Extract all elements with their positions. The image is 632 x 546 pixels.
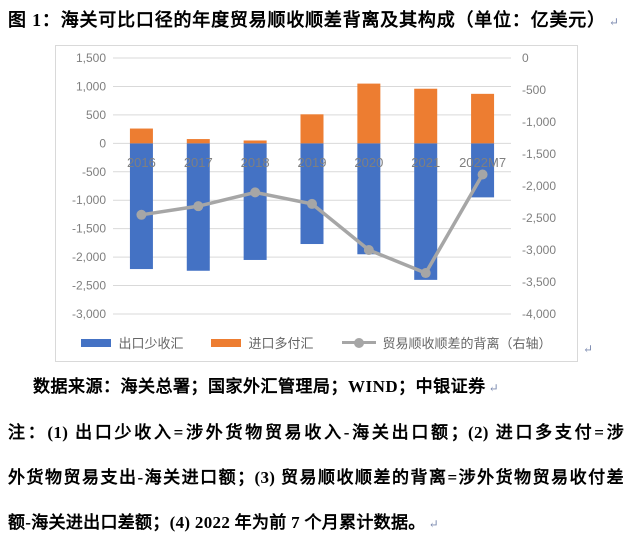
bar-2018 xyxy=(243,140,267,144)
chart-plot-area: 1,500 1,000 500 0 -500 -1,000 -1,500 -2,000 -2,5… xyxy=(72,51,556,321)
paragraph-mark-icon: ↵ xyxy=(583,342,594,356)
legend-item-divergence: 贸易顺收顺差的背离（右轴） xyxy=(341,333,552,352)
note-line-2: 外货物贸易支出-海关进口额；(3) 贸易顺收顺差的背离=涉外货物贸易收付差 xyxy=(8,468,624,487)
left-axis-tick-label: -3,000 xyxy=(72,307,106,321)
bar-2019 xyxy=(300,114,324,144)
figure-title: 图 1：海关可比口径的年度贸易顺收顺差背离及其构成（单位：亿美元） ↵ xyxy=(8,6,630,32)
note-line-3: 额-海关进出口差额；(4) 2022 年为前 7 个月累计数据。 ↵ xyxy=(8,500,624,545)
legend-swatch-orange xyxy=(211,338,242,347)
line-marker-2021 xyxy=(420,268,431,279)
left-axis-tick-label: -1,500 xyxy=(72,222,106,236)
right-axis-tick-label: -1,500 xyxy=(522,147,556,161)
category-label-2016: 2016 xyxy=(127,155,156,170)
legend-line-marker-icon xyxy=(341,337,376,348)
bar-2021 xyxy=(414,143,438,280)
note-line-3-text: 额-海关进出口差额；(4) 2022 年为前 7 个月累计数据。 xyxy=(8,513,426,532)
bar-2022M7 xyxy=(471,93,495,144)
bar-2021 xyxy=(414,88,438,144)
bar-2017 xyxy=(186,139,210,144)
category-label-2022M7: 2022M7 xyxy=(459,155,506,170)
legend-label: 进口多付汇 xyxy=(248,336,314,351)
right-axis-tick-label: -2,000 xyxy=(522,179,556,193)
bar-2020 xyxy=(357,83,381,144)
left-axis-tick-label: -2,500 xyxy=(72,279,106,293)
left-axis-tick-label: 0 xyxy=(99,136,106,150)
right-axis-tick-label: -3,500 xyxy=(522,275,556,289)
right-axis-tick-label: -4,000 xyxy=(522,307,556,321)
legend-label: 贸易顺收顺差的背离（右轴） xyxy=(382,336,552,351)
legend-label: 出口少收汇 xyxy=(118,336,184,351)
notes-block: 注：(1) 出口少收入=涉外货物贸易收入-海关出口额；(2) 进口多支付=涉 外… xyxy=(8,410,624,545)
right-axis-tick-label: -500 xyxy=(522,83,546,97)
legend-item-export-under-receipt: 出口少收汇 xyxy=(81,333,183,352)
legend-swatch-blue xyxy=(81,338,112,347)
line-marker-2019 xyxy=(307,198,317,209)
category-label-2018: 2018 xyxy=(241,155,270,170)
bar-2019 xyxy=(300,143,324,245)
bar-2016 xyxy=(129,128,153,144)
paragraph-mark-icon: ↵ xyxy=(488,381,499,395)
left-axis-tick-label: 1,000 xyxy=(76,79,106,93)
left-axis-tick-label: -2,000 xyxy=(72,250,106,264)
figure-title-text: 图 1：海关可比口径的年度贸易顺收顺差背离及其构成（单位：亿美元） xyxy=(8,10,606,30)
bar-2020 xyxy=(357,143,381,255)
line-marker-2017 xyxy=(193,201,204,212)
paragraph-mark-icon: ↵ xyxy=(428,517,439,531)
legend-line-dot xyxy=(353,337,364,348)
chart-legend: 出口少收汇 进口多付汇 贸易顺收顺差的背离（右轴） xyxy=(56,333,577,352)
paragraph-mark-icon: ↵ xyxy=(608,15,619,29)
left-axis-tick-label: 1,500 xyxy=(76,51,106,65)
bar-2018 xyxy=(243,143,267,260)
left-axis-tick-label: -500 xyxy=(82,165,106,179)
category-label-2017: 2017 xyxy=(184,155,213,170)
category-label-2019: 2019 xyxy=(298,155,327,170)
data-source-line: 数据来源：海关总署；国家外汇管理局；WIND；中银证券 ↵ xyxy=(8,372,625,397)
note-line-1: 注：(1) 出口少收入=涉外货物贸易收入-海关出口额；(2) 进口多支付=涉 xyxy=(8,423,624,442)
category-label-2020: 2020 xyxy=(354,155,383,170)
right-axis-tick-label: 0 xyxy=(522,51,529,65)
line-marker-2020 xyxy=(363,245,374,255)
chart-container: 1,500 1,000 500 0 -500 -1,000 -1,500 -2,000 -2,5… xyxy=(55,45,578,362)
right-axis-tick-label: -3,000 xyxy=(522,243,556,257)
line-marker-2022M7 xyxy=(477,169,488,180)
line-marker-2018 xyxy=(250,187,261,198)
legend-item-import-over-payment: 进口多付汇 xyxy=(211,333,314,352)
right-axis-tick-label: -1,000 xyxy=(522,115,556,129)
right-axis-tick-label: -2,500 xyxy=(522,211,556,225)
data-source-text: 数据来源：海关总署；国家外汇管理局；WIND；中银证券 xyxy=(33,377,486,396)
line-marker-2016 xyxy=(136,209,147,220)
left-axis-tick-label: -1,000 xyxy=(72,193,106,207)
category-label-2021: 2021 xyxy=(411,155,440,170)
bar-2016 xyxy=(129,143,153,270)
left-axis-tick-label: 500 xyxy=(86,108,106,122)
